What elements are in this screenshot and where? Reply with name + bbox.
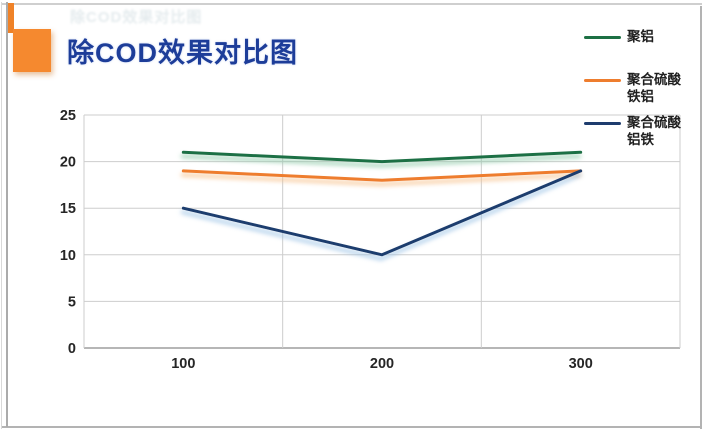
page-title: 除COD效果对比图 — [67, 38, 298, 68]
frame-top-border — [2, 3, 702, 5]
y-tick-label: 15 — [60, 201, 76, 217]
x-tick-label: 300 — [569, 356, 593, 372]
legend-label: 聚铝 — [627, 29, 654, 44]
frame-right-border — [700, 6, 702, 429]
series-line-1 — [181, 169, 583, 182]
y-tick-label: 25 — [60, 108, 76, 124]
y-tick-label: 10 — [60, 248, 76, 264]
series-line-2 — [181, 169, 583, 257]
chart-legend: 聚铝聚合硫酸 铁铝 聚合硫酸 铝铁 — [584, 0, 702, 180]
legend-item-0: 聚铝 — [584, 28, 687, 45]
legend-swatch-icon — [584, 122, 621, 125]
frame-left-border-inner — [6, 2, 8, 427]
legend-item-2: 聚合硫酸 铝铁 — [584, 114, 687, 148]
series-line-0 — [181, 150, 583, 164]
y-tick-label: 20 — [60, 155, 76, 171]
x-tick-label: 200 — [370, 356, 394, 372]
title-flag-square — [13, 29, 51, 72]
legend-label: 聚合硫酸 铁铝 — [627, 72, 681, 104]
frame-bottom-border — [2, 426, 702, 428]
legend-swatch-icon — [584, 79, 621, 82]
title-flag-strip — [8, 3, 14, 33]
frame-left-border-outer — [1, 2, 2, 429]
y-tick-label: 0 — [68, 341, 76, 357]
legend-swatch-icon — [584, 36, 621, 39]
y-tick-label: 5 — [68, 294, 76, 310]
legend-label: 聚合硫酸 铝铁 — [627, 115, 681, 147]
ghost-bleedthrough-text: 除COD效果对比图 — [70, 9, 203, 26]
legend-item-1: 聚合硫酸 铁铝 — [584, 71, 687, 105]
x-tick-label: 100 — [171, 356, 195, 372]
